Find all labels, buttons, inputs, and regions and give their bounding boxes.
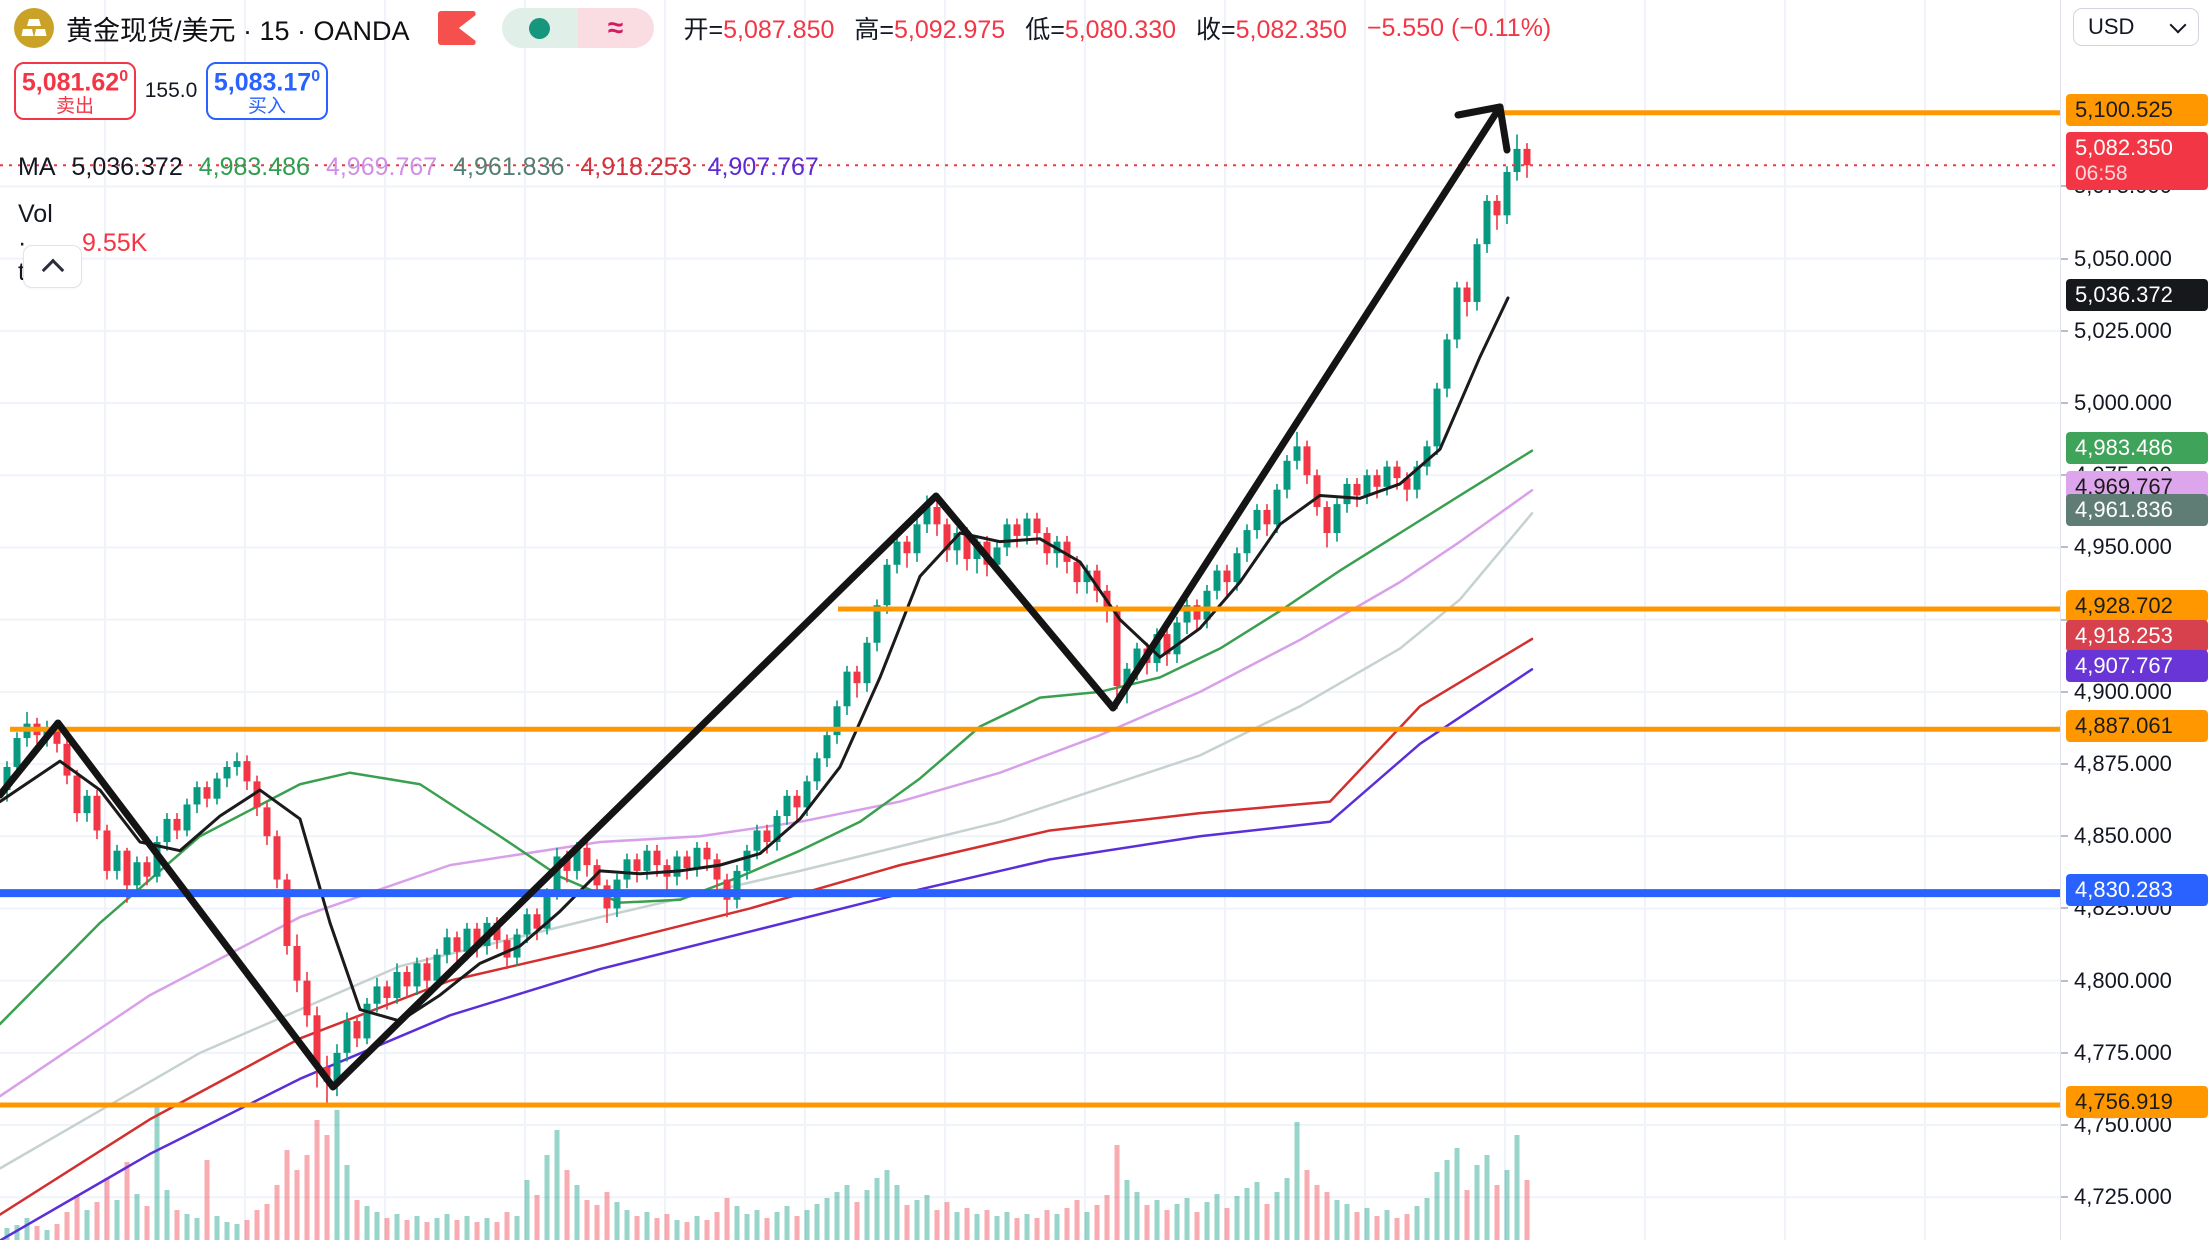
low-value: 5,080.330 <box>1064 16 1177 44</box>
currency-dropdown[interactable]: USD <box>2073 8 2199 46</box>
ma-plum <box>0 489 1534 1098</box>
scale-tick <box>2061 907 2068 910</box>
scale-tick <box>2061 546 2068 549</box>
sell-label: 卖出 <box>55 95 94 117</box>
market-open-half <box>501 8 578 48</box>
market-status-indicator[interactable]: ≈ <box>501 8 654 48</box>
ma-value: 4,969.767 <box>325 153 438 181</box>
price-badge: 4,983.486 <box>2066 431 2208 464</box>
ma-gray <box>0 512 1534 1170</box>
high-value: 5,092.975 <box>893 16 1006 44</box>
price-badge: 4,907.767 <box>2066 650 2208 683</box>
ma-value: 5,036.372 <box>71 153 183 181</box>
scale-tick <box>2061 257 2068 260</box>
ohlc-readout: 开=5,087.850 高=5,092.975 低=5,080.330 收=5,… <box>683 13 1552 45</box>
price-badge: 4,756.919 <box>2066 1086 2208 1119</box>
ma-value: 4,961.836 <box>453 153 565 181</box>
price-badge: 4,928.702 <box>2066 589 2208 622</box>
approx-icon: ≈ <box>607 12 624 43</box>
trendline-drawing[interactable] <box>0 103 1511 1091</box>
price-scale-label: 4,950.000 <box>2074 534 2172 560</box>
price-scale-label: 5,000.000 <box>2074 390 2172 416</box>
scale-tick <box>2061 1196 2068 1199</box>
symbol-header-row: 黄金现货/美元 · 15 · OANDA ≈ 开=5,087.850 高=5,0… <box>14 8 1551 48</box>
ma-curves <box>0 449 1534 1240</box>
ma-indicator-row[interactable]: MA 5,036.372 4,983.486 4,969.767 4,961.836 4… <box>18 153 835 182</box>
price-scale-label: 5,050.000 <box>2074 245 2172 271</box>
market-open-dot-icon <box>529 17 551 39</box>
market-approx-half: ≈ <box>577 8 654 48</box>
scale-tick <box>2061 402 2068 405</box>
price-scale-label: 5,025.000 <box>2074 317 2172 343</box>
chevron-down-icon <box>2169 16 2187 33</box>
spread-value: 155.0 <box>144 79 198 102</box>
trade-panel: 5,081.620 卖出 155.0 5,083.170 买入 <box>14 62 328 120</box>
chevron-up-icon <box>41 258 64 281</box>
ma-value: 4,907.767 <box>707 153 819 181</box>
price-badge: 4,887.061 <box>2066 710 2208 743</box>
price-scale-label: 4,850.000 <box>2074 823 2172 849</box>
sell-button[interactable]: 5,081.620 卖出 <box>14 62 136 120</box>
gold-logo-icon <box>14 8 54 48</box>
price-scale-label: 4,725.000 <box>2074 1184 2172 1210</box>
price-scale-label: 4,875.000 <box>2074 751 2172 777</box>
close-value: 5,082.350 <box>1235 16 1347 44</box>
ma-label: MA <box>18 153 56 181</box>
scale-tick <box>2061 329 2068 332</box>
scale-tick <box>2061 185 2068 188</box>
buy-label: 买入 <box>247 95 286 117</box>
price-badge: 4,961.836 <box>2066 494 2208 527</box>
price-badge: 5,082.350 06:58 <box>2066 132 2208 191</box>
volume-value: 9.55K <box>82 229 148 257</box>
price-scale-label: 4,900.000 <box>2074 678 2172 704</box>
price-scale-label: 4,800.000 <box>2074 967 2172 993</box>
currency-label: USD <box>2088 14 2135 39</box>
open-value: 5,087.850 <box>723 16 835 44</box>
scale-tick <box>2061 1124 2068 1127</box>
price-badge: 4,830.283 <box>2066 874 2208 907</box>
volume-bars <box>4 1105 1530 1240</box>
ma-indigo <box>0 668 1534 1240</box>
flag-icon[interactable] <box>437 11 476 45</box>
price-scale[interactable]: USD 5,075.0005,050.0005,025.0005,000.000… <box>2060 0 2212 1240</box>
change-value: −5.550 (−0.11%) <box>1366 13 1552 42</box>
scale-tick <box>2061 474 2068 477</box>
price-badge: 5,100.525 <box>2066 93 2208 126</box>
scale-tick <box>2061 835 2068 838</box>
ma-value: 4,918.253 <box>580 153 692 181</box>
symbol-title[interactable]: 黄金现货/美元 · 15 · OANDA <box>66 15 410 46</box>
scale-tick <box>2061 1051 2068 1054</box>
price-scale-label: 4,775.000 <box>2074 1039 2172 1065</box>
price-badge: 4,918.253 <box>2066 620 2208 653</box>
scale-tick <box>2061 979 2068 982</box>
scale-tick <box>2061 618 2068 621</box>
ma-value: 4,983.486 <box>198 153 310 181</box>
ma-red <box>0 637 1534 1216</box>
buy-button[interactable]: 5,083.170 买入 <box>206 62 328 120</box>
collapse-legend-button[interactable] <box>23 245 82 288</box>
gridlines <box>0 0 2060 1240</box>
scale-tick <box>2061 763 2068 766</box>
ma-green <box>0 449 1534 1026</box>
scale-tick <box>2061 690 2068 693</box>
ma-black <box>0 296 1510 1023</box>
price-chart[interactable] <box>0 0 2060 1240</box>
price-badge: 5,036.372 <box>2066 279 2208 311</box>
